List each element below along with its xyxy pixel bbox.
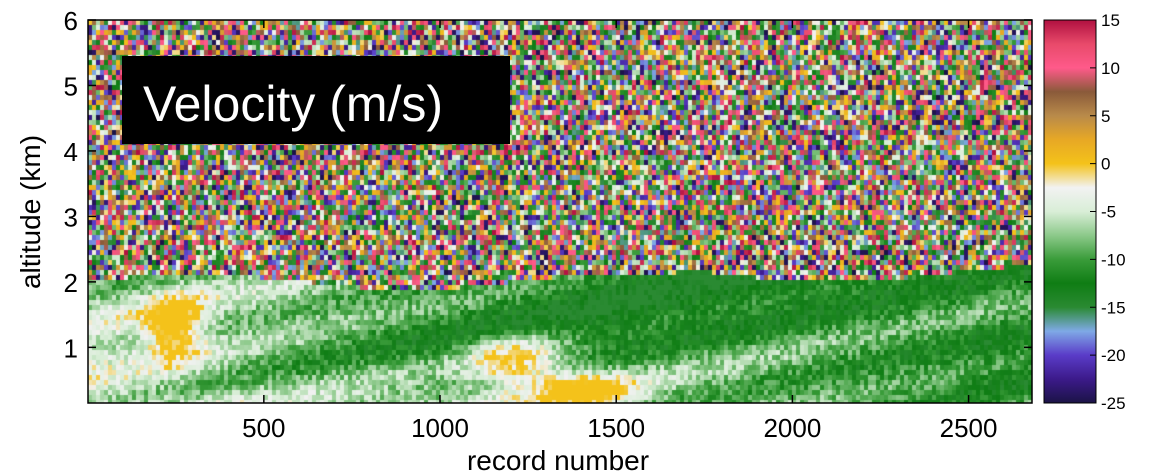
y-tick-label: 6 xyxy=(64,6,78,36)
x-tick-label: 500 xyxy=(242,413,285,443)
x-tick-label: 2000 xyxy=(763,413,821,443)
chart-title: Velocity (m/s) xyxy=(143,76,443,132)
colorbar-tick-label: 15 xyxy=(1101,11,1120,30)
x-axis-ticks: 500 1000 1500 2000 2500 xyxy=(242,20,997,443)
colorbar-tick-label: 5 xyxy=(1101,107,1110,126)
colorbar-tick-label: 10 xyxy=(1101,59,1120,78)
y-tick-label: 5 xyxy=(64,71,78,101)
title-overlay-box xyxy=(122,56,510,144)
colorbar-tick-label: -5 xyxy=(1101,203,1116,222)
y-axis-ticks: 1 2 3 4 5 6 xyxy=(64,6,1032,363)
x-axis-title: record number xyxy=(467,445,649,476)
x-tick-label: 2500 xyxy=(940,413,998,443)
title-overlay: Velocity (m/s) xyxy=(122,56,510,144)
y-tick-label: 4 xyxy=(64,137,78,167)
colorbar-tick-label: -20 xyxy=(1101,346,1126,365)
colorbar-tick-label: -10 xyxy=(1101,250,1126,269)
colorbar-ticks: 15 10 5 0 -5 -10 -15 -20 -25 xyxy=(1090,11,1126,413)
y-tick-label: 1 xyxy=(64,333,78,363)
y-axis-title: altitude (km) xyxy=(15,135,46,289)
x-tick-label: 1000 xyxy=(411,413,469,443)
plot-frame xyxy=(87,19,1033,404)
colorbar-tick-label: -15 xyxy=(1101,298,1126,317)
x-tick-label: 1500 xyxy=(587,413,645,443)
colorbar-tick-label: -25 xyxy=(1101,394,1126,413)
y-tick-label: 2 xyxy=(64,268,78,298)
colorbar: 15 10 5 0 -5 -10 -15 -20 -25 xyxy=(1043,11,1126,413)
colorbar-strip xyxy=(1043,19,1097,404)
colorbar-tick-label: 0 xyxy=(1101,155,1110,174)
y-tick-label: 3 xyxy=(64,202,78,232)
